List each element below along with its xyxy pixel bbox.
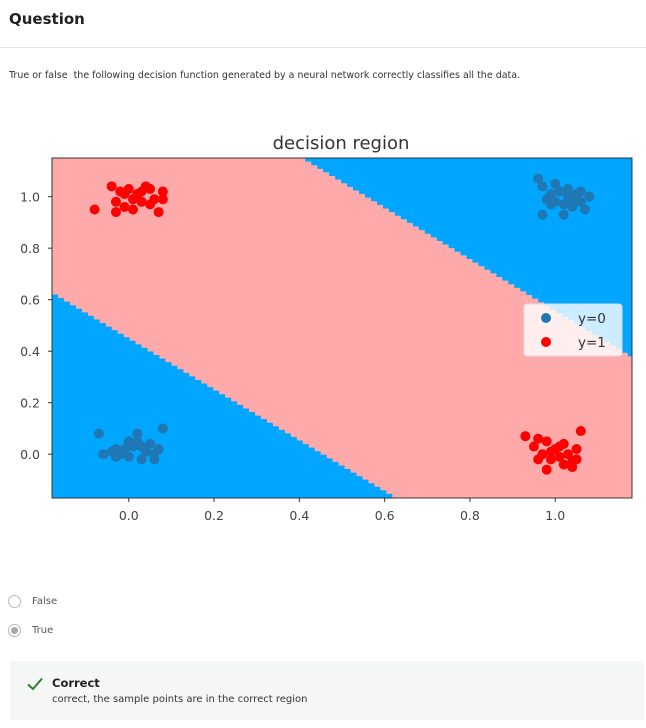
- x-tick-label: 0.0: [119, 508, 139, 523]
- legend-box: [523, 303, 623, 357]
- data-point-y0-30: [575, 196, 586, 207]
- data-point-y1-31: [571, 444, 582, 455]
- feedback-panel: Correct correct, the sample points are i…: [10, 661, 644, 720]
- x-tick-label: 0.2: [204, 508, 224, 523]
- data-point-y0-36: [558, 209, 569, 220]
- data-point-y0-5: [119, 444, 130, 455]
- data-point-y1-20: [520, 431, 531, 442]
- data-point-y0-37: [575, 186, 586, 197]
- feedback-status: Correct: [52, 676, 100, 690]
- data-point-y1-37: [545, 446, 556, 457]
- decision-region-chart: decision region 0.0 0.2 0.4 0.6 0.8 1.0 0.0 0.2 0…: [20, 133, 633, 523]
- data-point-y1-25: [545, 454, 556, 465]
- legend-marker-y0: [541, 313, 551, 323]
- data-point-y0-33: [567, 201, 578, 212]
- radio-true[interactable]: [8, 623, 21, 637]
- data-point-y0-20: [533, 173, 544, 184]
- legend-label-y1: y=1: [578, 335, 606, 351]
- data-point-y0-18: [110, 451, 121, 462]
- data-point-y1-0: [89, 204, 100, 215]
- legend-label-y0: y=0: [578, 311, 606, 327]
- x-tick-label: 0.4: [289, 508, 309, 523]
- radio-false[interactable]: [8, 594, 21, 608]
- data-point-y1-15: [110, 207, 121, 218]
- data-point-y1-12: [153, 207, 164, 218]
- data-point-y0-39: [563, 183, 574, 194]
- data-point-y1-27: [554, 451, 565, 462]
- data-point-y0-1: [98, 449, 109, 460]
- data-point-y0-6: [123, 451, 134, 462]
- data-point-y1-21: [528, 441, 539, 452]
- data-point-y1-34: [567, 462, 578, 473]
- data-point-y1-18: [119, 189, 130, 200]
- data-point-y1-13: [157, 186, 168, 197]
- data-point-y1-22: [533, 433, 544, 444]
- data-point-y1-38: [558, 459, 569, 470]
- data-point-y0-10: [136, 454, 147, 465]
- data-point-y1-35: [533, 454, 544, 465]
- data-point-y0-12: [145, 438, 156, 449]
- answer-options: False True: [8, 592, 57, 650]
- option-true[interactable]: True: [8, 621, 57, 639]
- y-tick-label: 0.4: [20, 344, 40, 359]
- data-point-y0-0: [93, 428, 104, 439]
- data-point-y0-38: [545, 199, 556, 210]
- question-prompt: True or false the following decision fun…: [9, 70, 521, 81]
- data-point-y0-31: [580, 204, 591, 215]
- y-tick-label: 0.0: [20, 447, 40, 462]
- option-false[interactable]: False: [8, 592, 57, 610]
- data-point-y1-14: [157, 194, 168, 205]
- data-point-y1-33: [575, 426, 586, 437]
- y-tick-label: 0.8: [20, 241, 40, 256]
- data-point-y0-26: [558, 199, 569, 210]
- question-title: Question: [9, 10, 85, 28]
- data-point-y0-19: [136, 441, 147, 452]
- x-tick-label: 0.6: [375, 508, 395, 523]
- data-point-y0-32: [584, 191, 595, 202]
- data-point-y1-29: [563, 449, 574, 460]
- data-point-y1-24: [541, 436, 552, 447]
- option-false-label: False: [32, 595, 58, 607]
- data-point-y1-17: [136, 186, 147, 197]
- data-point-y1-8: [136, 196, 147, 207]
- checkmark-icon: [27, 677, 43, 691]
- y-tick-label: 0.6: [20, 293, 40, 308]
- data-point-y0-15: [153, 444, 164, 455]
- data-point-y0-23: [545, 189, 556, 200]
- data-point-y0-17: [123, 436, 134, 447]
- data-point-y1-16: [128, 204, 139, 215]
- data-point-y0-9: [132, 428, 143, 439]
- data-point-y0-14: [149, 454, 160, 465]
- data-point-y1-1: [106, 181, 117, 192]
- option-true-label: True: [32, 624, 54, 636]
- data-point-y1-39: [571, 454, 582, 465]
- y-tick-label: 0.2: [20, 396, 40, 411]
- x-tick-label: 0.8: [460, 508, 480, 523]
- data-point-y0-21: [537, 181, 548, 192]
- data-point-y1-19: [145, 183, 156, 194]
- plot-frame: [51, 157, 633, 499]
- legend-marker-y1: [541, 337, 551, 347]
- y-tick-label: 1.0: [20, 190, 40, 205]
- data-point-y1-36: [554, 441, 565, 452]
- data-point-y1-4: [119, 201, 130, 212]
- data-point-y0-35: [550, 178, 561, 189]
- data-point-y0-25: [554, 186, 565, 197]
- data-point-y1-2: [110, 196, 121, 207]
- x-tick-label: 1.0: [545, 508, 565, 523]
- data-point-y1-11: [149, 194, 160, 205]
- data-point-y0-34: [537, 209, 548, 220]
- data-point-y0-16: [157, 423, 168, 434]
- data-point-y1-32: [541, 464, 552, 475]
- chart-title: decision region: [273, 133, 410, 154]
- feedback-message: correct, the sample points are in the co…: [52, 694, 308, 705]
- question-header: Question: [0, 0, 646, 48]
